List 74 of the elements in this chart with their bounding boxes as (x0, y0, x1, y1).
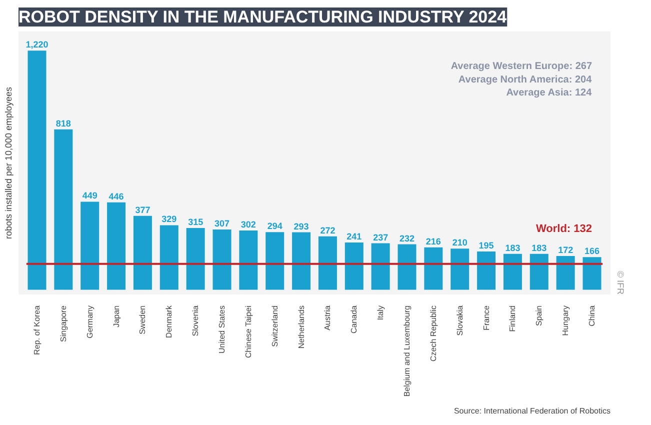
data-label: 210 (452, 238, 468, 248)
x-tick-label: Rep. of Korea (32, 304, 42, 355)
text: © IFR (616, 270, 626, 295)
data-label: 1,220 (26, 40, 48, 50)
bar (266, 232, 284, 290)
x-tick-label: Spain (534, 305, 544, 326)
data-label: 307 (214, 218, 230, 229)
x-tick-label: Austria (323, 304, 332, 330)
x-tick-label: Belgium and Luxembourg (402, 305, 412, 397)
data-label: 449 (82, 190, 98, 201)
x-tick-label: Sweden (138, 305, 148, 334)
annotation: Average Asia: 124 (506, 87, 592, 98)
x-tick-label: Japan (112, 306, 121, 328)
x-tick-label: Slovenia (191, 304, 200, 336)
bar (80, 202, 100, 290)
bar (424, 247, 443, 290)
x-tick-label: United States (218, 305, 226, 354)
data-label: 329 (162, 214, 177, 224)
data-label: 232 (399, 233, 415, 244)
y-axis-title: robots installed per 10,000 employees (4, 86, 14, 240)
x-tick-label: China (588, 304, 596, 326)
data-label: 446 (108, 191, 124, 202)
source-note: Source: International Federation of Robotics (454, 406, 611, 416)
x-tick-label: Netherlands (296, 305, 306, 349)
bar (344, 242, 364, 290)
x-tick-label: Chinese Taipei (244, 305, 253, 358)
bar (239, 230, 258, 290)
data-label: 818 (56, 118, 71, 128)
bar (28, 50, 46, 290)
bar (582, 257, 602, 290)
x-tick-label: Italy (376, 306, 386, 320)
bar (450, 248, 470, 290)
x-tick-label: Hungary (561, 305, 570, 336)
data-label: 172 (558, 245, 574, 256)
bar (292, 232, 311, 290)
x-tick-label: Czech Republic (428, 305, 438, 362)
data-label: 166 (584, 246, 600, 256)
data-label: 216 (426, 236, 441, 246)
bar (477, 252, 496, 290)
x-tick-label: Switzerland (270, 305, 280, 347)
bar (530, 254, 548, 290)
data-label: 183 (505, 242, 520, 253)
data-label: 294 (267, 221, 282, 232)
bar (107, 202, 126, 290)
data-label: 293 (294, 221, 309, 232)
annotation: Average Western Europe: 267 (450, 61, 592, 72)
data-label: 241 (346, 231, 362, 242)
x-tick-label: Finland (508, 305, 518, 332)
bar (54, 129, 73, 290)
bar (160, 225, 178, 290)
x-tick-label: Denmark (164, 304, 174, 338)
data-label: 237 (373, 232, 388, 242)
data-label: 183 (532, 242, 547, 253)
data-label: 302 (240, 220, 256, 230)
bar (318, 236, 337, 290)
bar (556, 256, 575, 290)
x-tick-label: Singapore (58, 304, 68, 342)
bar (212, 230, 232, 290)
x-tick-label: France (482, 304, 491, 330)
annotation: Average North America: 204 (458, 74, 592, 86)
data-label: 377 (135, 204, 150, 215)
ref-line-label: World: 132 (536, 223, 592, 236)
data-label: 315 (188, 216, 204, 227)
data-label: 272 (320, 225, 336, 236)
bar (503, 254, 522, 290)
bar (398, 244, 416, 290)
bar (133, 216, 152, 290)
bar (186, 228, 205, 290)
x-tick-label: Canada (350, 304, 359, 334)
chart-title: ROBOT DENSITY IN THE MANUFACTURING INDUSTRY 2024 (18, 8, 508, 26)
x-tick-label: Slovakia (455, 304, 464, 336)
x-tick-label: Germany (85, 305, 94, 338)
bar (371, 243, 390, 290)
data-label: 195 (478, 240, 494, 251)
